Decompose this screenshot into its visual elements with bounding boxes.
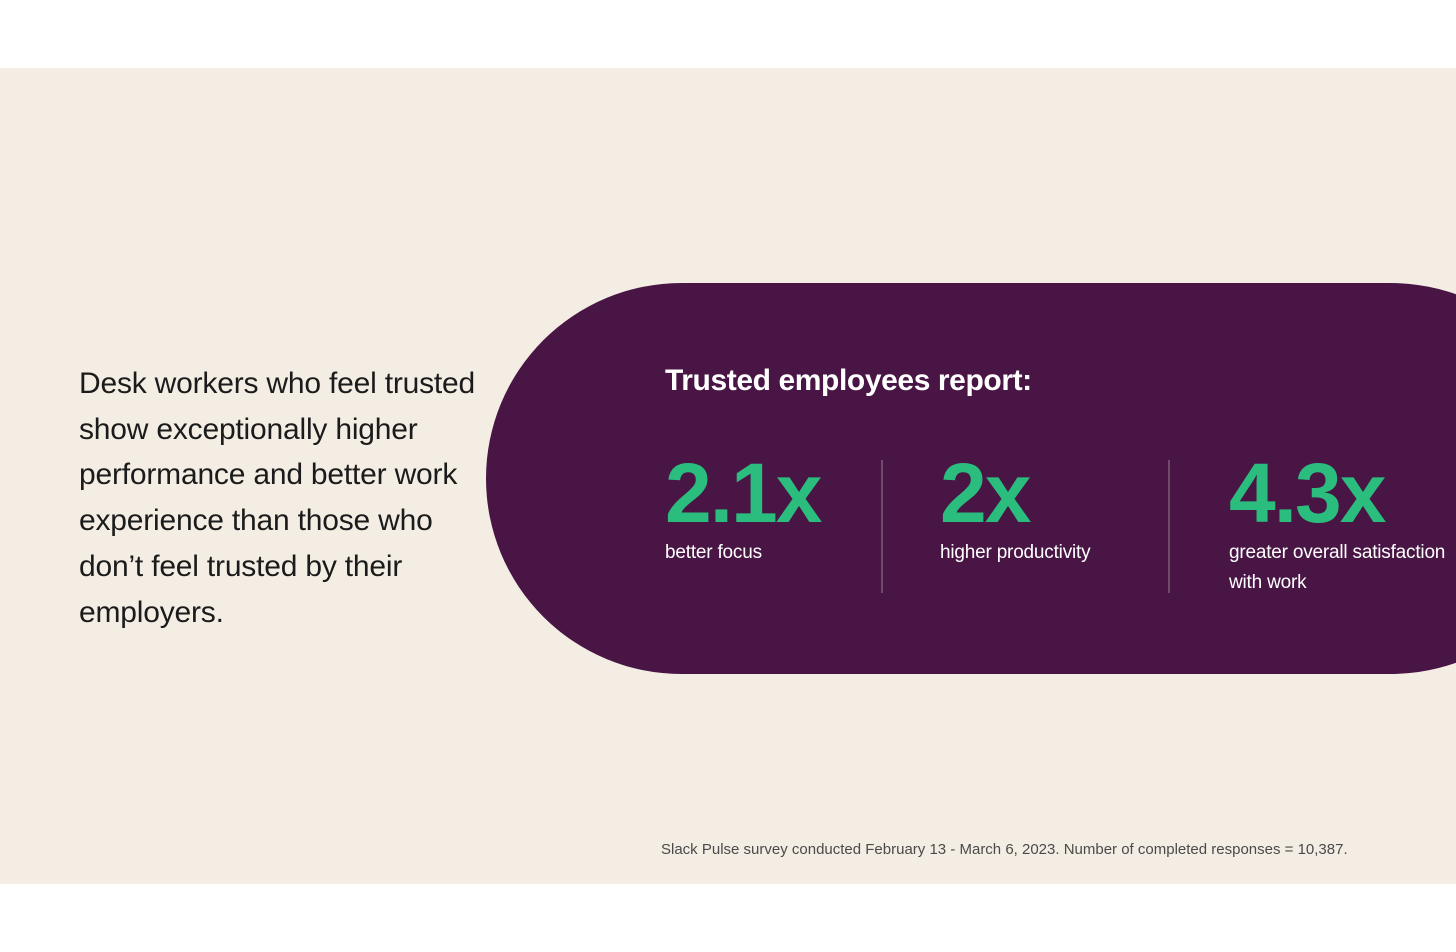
stat-value: 4.3x	[1229, 446, 1387, 540]
survey-footnote: Slack Pulse survey conducted February 13…	[661, 841, 1348, 858]
stat-greater-satisfaction: 4.3x greater overall satisfaction with w…	[1229, 448, 1449, 598]
stat-value: 2.1x	[665, 446, 822, 540]
stat-higher-productivity: 2x higher productivity	[940, 446, 1091, 568]
content-panel: Desk workers who feel trusted show excep…	[0, 68, 1456, 884]
stat-label: greater overall satisfaction with work	[1229, 542, 1446, 593]
stat-label: higher productivity	[940, 542, 1091, 563]
stat-divider	[881, 460, 883, 593]
intro-statement: Desk workers who feel trusted show excep…	[79, 367, 476, 629]
callout-title: Trusted employees report:	[665, 364, 1032, 397]
stat-label: better focus	[665, 542, 762, 563]
stats-callout-background	[486, 283, 1456, 674]
stat-divider	[1168, 460, 1170, 593]
stat-better-focus: 2.1x better focus	[665, 446, 822, 568]
stat-value: 2x	[940, 446, 1031, 540]
